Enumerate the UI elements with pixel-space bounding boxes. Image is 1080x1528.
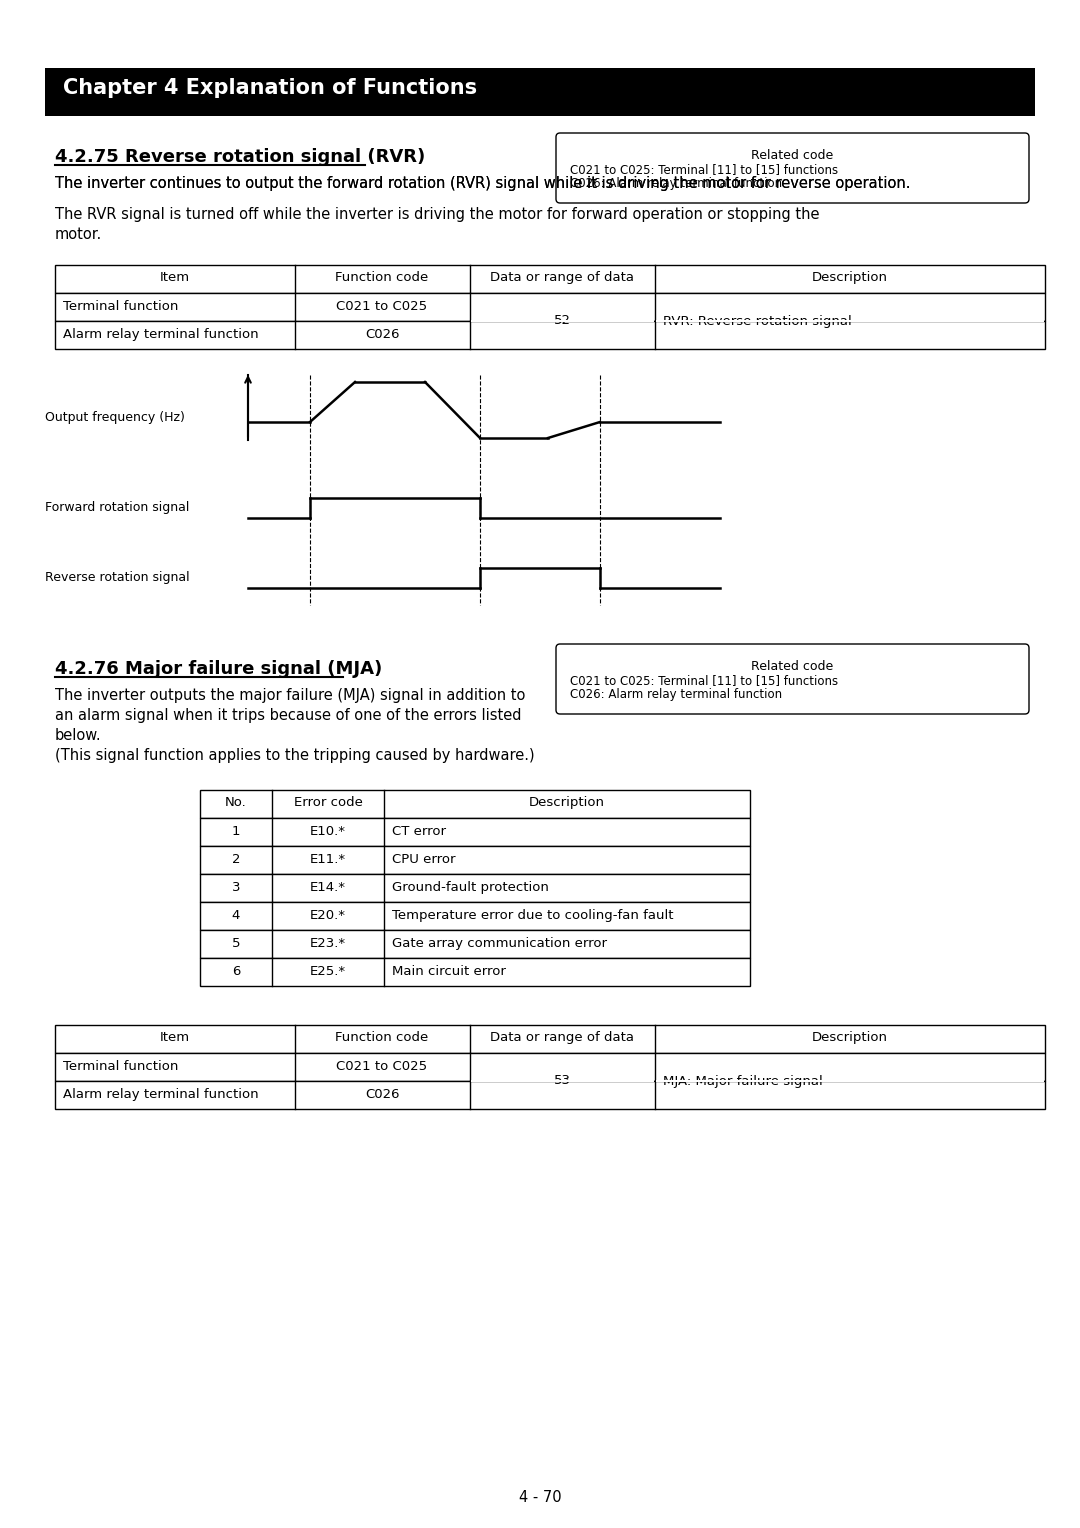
Text: 52: 52 <box>554 315 570 327</box>
Text: E25.*: E25.* <box>310 966 346 978</box>
Text: Forward rotation signal: Forward rotation signal <box>45 501 189 515</box>
Bar <box>55 1053 1045 1080</box>
Text: E20.*: E20.* <box>310 909 346 921</box>
Bar <box>55 293 1045 321</box>
Text: Reverse rotation signal: Reverse rotation signal <box>45 571 190 585</box>
Bar <box>471 1080 654 1082</box>
Text: 3: 3 <box>232 882 240 894</box>
Text: The inverter outputs the major failure (MJA) signal in addition to: The inverter outputs the major failure (… <box>55 688 525 703</box>
Bar <box>200 902 750 931</box>
Bar <box>200 817 750 847</box>
Text: MJA: Major failure signal: MJA: Major failure signal <box>663 1074 823 1088</box>
FancyBboxPatch shape <box>556 643 1029 714</box>
Text: Error code: Error code <box>294 796 363 808</box>
Text: Ground-fault protection: Ground-fault protection <box>392 882 549 894</box>
Text: Description: Description <box>812 1031 888 1044</box>
Bar <box>200 931 750 958</box>
Text: The inverter continues to output the forward rotation (RVR) signal while it is d: The inverter continues to output the for… <box>55 176 910 191</box>
Text: 5: 5 <box>232 937 240 950</box>
Text: The RVR signal is turned off while the inverter is driving the motor for forward: The RVR signal is turned off while the i… <box>55 206 820 222</box>
Text: Description: Description <box>529 796 605 808</box>
Text: The inverter continues to output the forward rotation (RVR) signal while it is d: The inverter continues to output the for… <box>55 176 910 191</box>
Bar <box>55 264 1045 293</box>
Bar <box>471 319 654 322</box>
Text: Description: Description <box>812 270 888 284</box>
Bar <box>55 1080 1045 1109</box>
Text: Alarm relay terminal function: Alarm relay terminal function <box>63 329 258 341</box>
Bar <box>55 321 1045 348</box>
Text: Data or range of data: Data or range of data <box>490 1031 634 1044</box>
Text: No.: No. <box>225 796 247 808</box>
Text: C021 to C025: C021 to C025 <box>337 1060 428 1073</box>
Text: C021 to C025: C021 to C025 <box>337 299 428 313</box>
Bar <box>200 958 750 986</box>
Text: 6: 6 <box>232 966 240 978</box>
Text: E11.*: E11.* <box>310 853 346 866</box>
Text: 4.2.76 Major failure signal (MJA): 4.2.76 Major failure signal (MJA) <box>55 660 382 678</box>
Text: Temperature error due to cooling-fan fault: Temperature error due to cooling-fan fau… <box>392 909 674 921</box>
Text: Terminal function: Terminal function <box>63 1060 178 1073</box>
Bar <box>45 69 1035 116</box>
Text: E10.*: E10.* <box>310 825 346 837</box>
Text: C021 to C025: Terminal [11] to [15] functions: C021 to C025: Terminal [11] to [15] func… <box>570 674 838 688</box>
Text: Related code: Related code <box>751 660 833 672</box>
Text: Terminal function: Terminal function <box>63 299 178 313</box>
Text: 4 - 70: 4 - 70 <box>518 1490 562 1505</box>
Text: C026: C026 <box>365 1088 400 1102</box>
Text: C026: Alarm relay terminal function: C026: Alarm relay terminal function <box>570 177 782 189</box>
Bar <box>55 1025 1045 1053</box>
Text: Output frequency (Hz): Output frequency (Hz) <box>45 411 185 425</box>
Text: Chapter 4 Explanation of Functions: Chapter 4 Explanation of Functions <box>63 78 477 98</box>
Text: C026: C026 <box>365 329 400 341</box>
Text: E23.*: E23.* <box>310 937 346 950</box>
Bar <box>200 790 750 817</box>
Text: 4: 4 <box>232 909 240 921</box>
Text: Alarm relay terminal function: Alarm relay terminal function <box>63 1088 258 1102</box>
Text: C021 to C025: Terminal [11] to [15] functions: C021 to C025: Terminal [11] to [15] func… <box>570 163 838 176</box>
Bar <box>656 319 1044 322</box>
Text: Main circuit error: Main circuit error <box>392 966 505 978</box>
Text: Function code: Function code <box>336 270 429 284</box>
Bar <box>200 874 750 902</box>
Text: Item: Item <box>160 270 190 284</box>
Text: CT error: CT error <box>392 825 446 837</box>
Bar <box>656 1080 1044 1082</box>
Text: an alarm signal when it trips because of one of the errors listed: an alarm signal when it trips because of… <box>55 707 522 723</box>
Text: Data or range of data: Data or range of data <box>490 270 634 284</box>
Text: 4.2.75 Reverse rotation signal (RVR): 4.2.75 Reverse rotation signal (RVR) <box>55 148 426 167</box>
Bar <box>200 847 750 874</box>
Text: 2: 2 <box>232 853 240 866</box>
Text: CPU error: CPU error <box>392 853 456 866</box>
FancyBboxPatch shape <box>556 133 1029 203</box>
Text: Item: Item <box>160 1031 190 1044</box>
Text: 53: 53 <box>554 1074 570 1088</box>
Text: RVR: Reverse rotation signal: RVR: Reverse rotation signal <box>663 315 852 327</box>
Text: below.: below. <box>55 727 102 743</box>
Text: Function code: Function code <box>336 1031 429 1044</box>
Text: (This signal function applies to the tripping caused by hardware.): (This signal function applies to the tri… <box>55 749 535 762</box>
Text: 1: 1 <box>232 825 240 837</box>
Text: Related code: Related code <box>751 150 833 162</box>
Text: E14.*: E14.* <box>310 882 346 894</box>
Text: motor.: motor. <box>55 228 103 241</box>
Text: Gate array communication error: Gate array communication error <box>392 937 607 950</box>
Text: C026: Alarm relay terminal function: C026: Alarm relay terminal function <box>570 688 782 701</box>
